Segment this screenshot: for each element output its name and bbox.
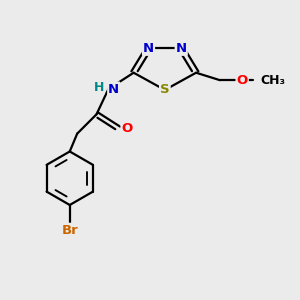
Text: CH₃: CH₃: [261, 74, 286, 87]
Text: O: O: [122, 122, 133, 135]
Text: N: N: [143, 42, 154, 55]
Text: N: N: [176, 42, 187, 55]
Text: Br: Br: [61, 224, 78, 237]
Text: H: H: [94, 81, 104, 94]
Text: O: O: [236, 74, 248, 87]
Text: S: S: [160, 83, 170, 97]
Text: N: N: [108, 82, 119, 96]
